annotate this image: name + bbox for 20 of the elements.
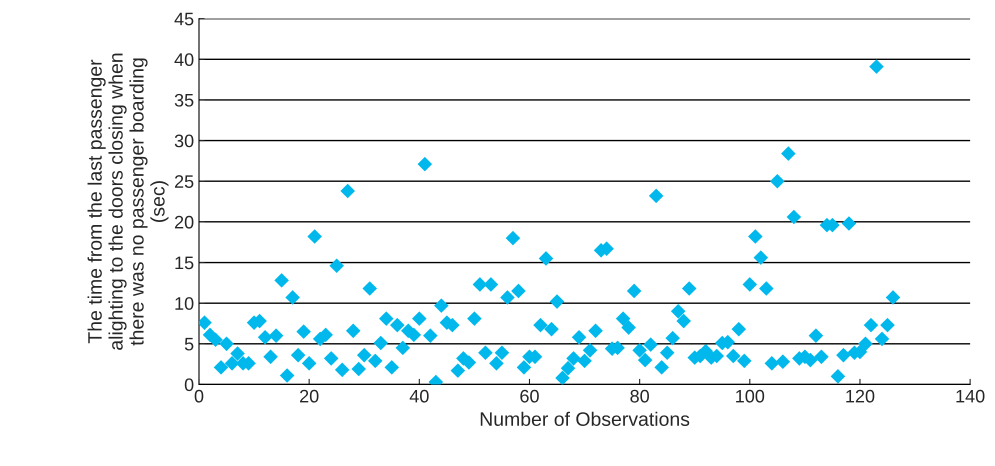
x-tick-label: 20: [300, 390, 318, 403]
y-tick-label: 0: [184, 378, 194, 392]
x-tick-label: 80: [630, 390, 649, 403]
x-tick-label: 100: [736, 390, 764, 403]
x-tick-label: 140: [956, 390, 984, 403]
y-tick-label: 15: [175, 256, 194, 270]
y-tick-label: 5: [184, 338, 194, 351]
x-tick-label: 120: [846, 390, 874, 403]
x-tick-label: 60: [520, 390, 539, 403]
y-tick-label: 35: [174, 94, 194, 107]
y-tick-label: 20: [174, 216, 194, 229]
y-axis-title: The time from the last passenger alighting to the doors closing when there was no passenger boarding (sec): [88, 54, 168, 350]
y-tick-label: 40: [174, 53, 194, 66]
x-tick-label: 40: [410, 390, 429, 403]
x-axis-title: Number of Observations: [480, 412, 690, 426]
y-tick-label: 30: [174, 134, 194, 148]
y-tick-label: 10: [175, 297, 194, 310]
x-tick-label: 0: [194, 390, 204, 403]
y-tick-label: 45: [174, 12, 194, 26]
y-tick-label: 25: [174, 175, 194, 188]
